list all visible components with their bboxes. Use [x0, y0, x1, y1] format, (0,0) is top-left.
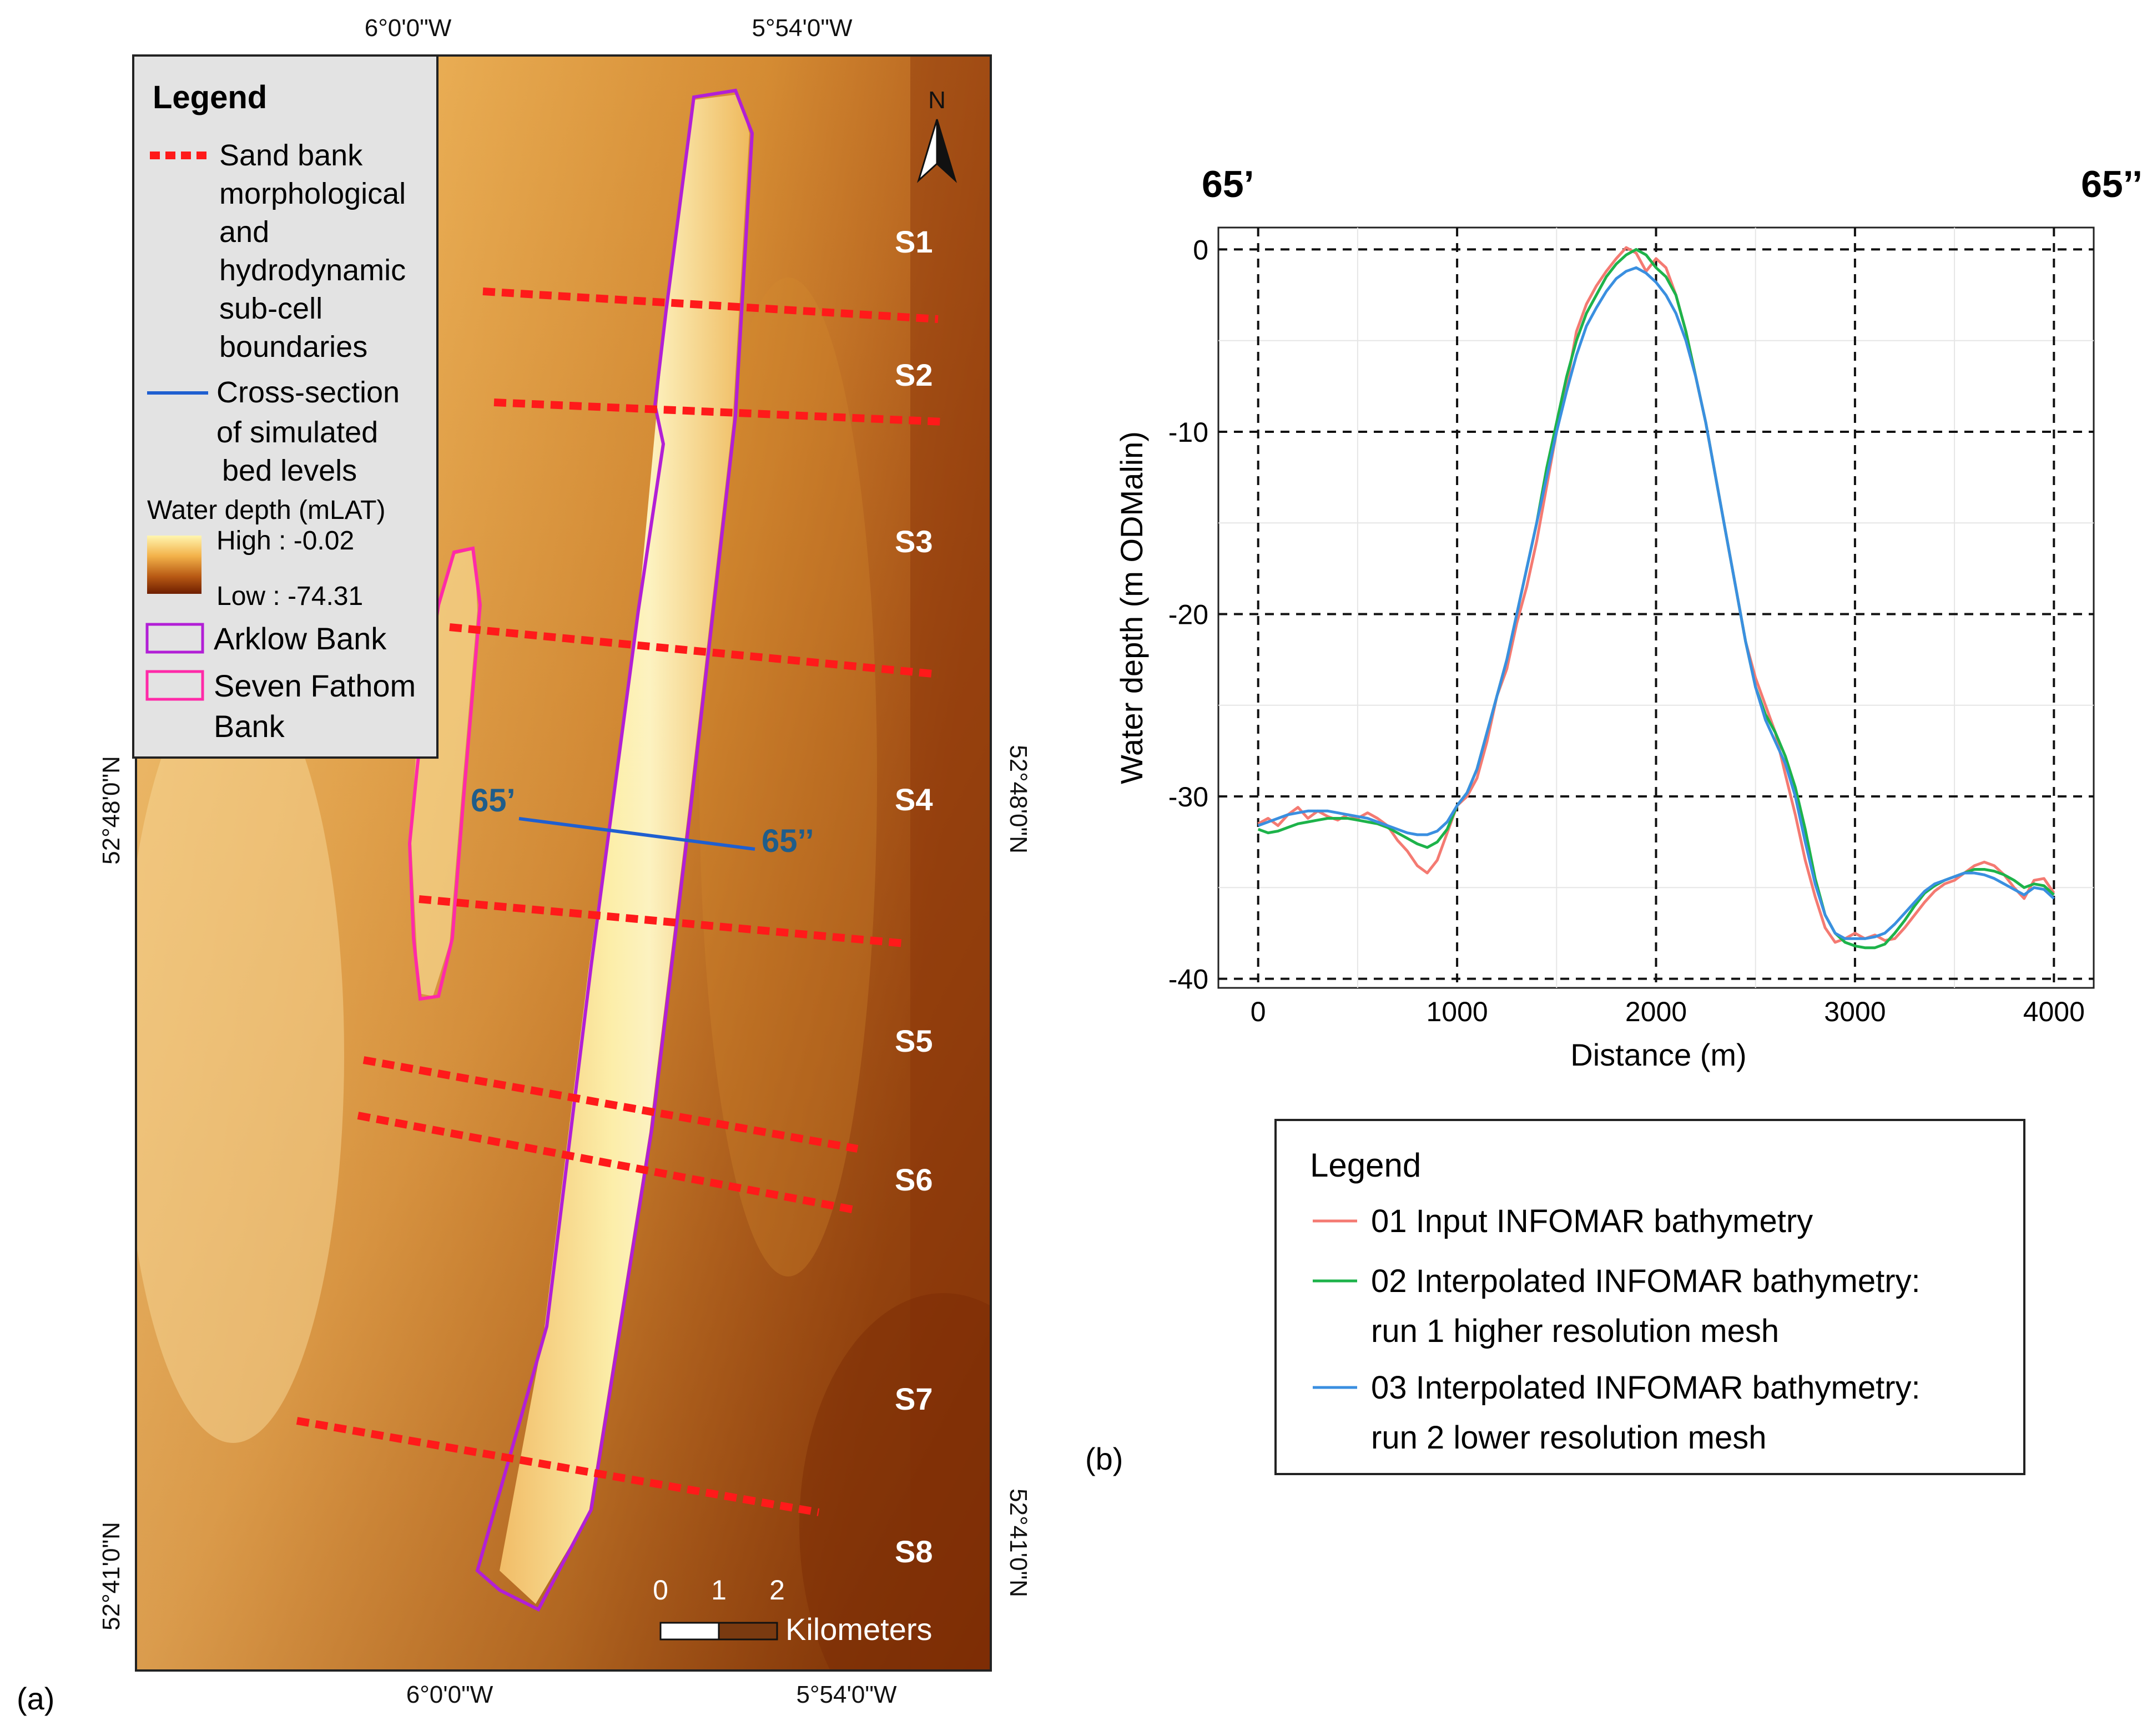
map-frame — [135, 54, 992, 1672]
grid-major — [1218, 228, 2094, 988]
north-arrow-icon: N — [917, 87, 957, 183]
subcell-label-s6: S6 — [895, 1162, 933, 1197]
x-tick-label: 1000 — [1426, 996, 1488, 1027]
scale-unit: Kilometers — [785, 1612, 933, 1647]
legend-seven-fathom-swatch — [145, 670, 204, 701]
legend-boundary-line-4: hydrodynamic — [219, 254, 406, 287]
chart-legend-item-2-line-1: 02 Interpolated INFOMAR bathymetry: — [1371, 1263, 1921, 1299]
north-arrow-label: N — [928, 87, 946, 114]
map-legend: Legend Sand bank morphological and hydro… — [132, 54, 439, 759]
legend-depth-title: Water depth (mLAT) — [147, 496, 385, 525]
panel-b-label: (b) — [1085, 1441, 1123, 1476]
boundary-s1-s2 — [482, 287, 939, 323]
legend-depth-low: Low : -74.31 — [216, 582, 363, 611]
y-tick-label: 0 — [1193, 234, 1208, 265]
y-tick-label: -40 — [1168, 964, 1208, 995]
x-tick-labels: 0 1000 2000 3000 4000 — [1251, 996, 2085, 1027]
legend-seven-fathom-line-2: Bank — [214, 709, 285, 744]
arklow-bank-outline — [475, 88, 754, 1612]
chart-panel: 65’ 65’’ 0 1000 2000 3000 4000 0 -10 -20 -30 -40… — [1085, 163, 2143, 1476]
y-tick-label: -10 — [1168, 417, 1208, 448]
x-tick-label: 4000 — [2023, 996, 2085, 1027]
subcell-boundaries — [296, 287, 944, 1516]
legend-boundary-line-5: sub-cell — [219, 292, 322, 325]
chart-legend-item-3-line-1: 03 Interpolated INFOMAR bathymetry: — [1371, 1370, 1921, 1406]
cross-section-end-label: 65’’ — [762, 823, 814, 859]
scale-tick-0: 0 — [653, 1574, 668, 1606]
chart-corner-left: 65’ — [1202, 163, 1254, 205]
graticule-labels: 6°0'0"W 5°54'0"W 6°0'0"W 5°54'0"W 52°48'… — [98, 14, 1032, 1708]
subcell-label-s3: S3 — [895, 524, 933, 559]
chart-legend-box — [1274, 1119, 2025, 1475]
cross-section-start-label: 65’ — [471, 783, 516, 819]
graticule-top-2: 5°54'0"W — [752, 14, 852, 42]
legend-cross-section-line-3: bed levels — [222, 454, 357, 487]
x-axis-label: Distance (m) — [1570, 1037, 1746, 1072]
boundary-s3-s4 — [449, 623, 939, 678]
subcell-label-s1: S1 — [895, 224, 933, 259]
map-panel: 65’ 65’’ S1 S2 S3 S4 S5 S6 S7 S8 N 0 1 2… — [17, 14, 1032, 1716]
boundary-s7-s8 — [296, 1417, 820, 1516]
chart-legend-item-3-line-2: run 2 lower resolution mesh — [1371, 1420, 1766, 1456]
chart-legend: Legend 01 Input INFOMAR bathymetry 02 In… — [1274, 1119, 2025, 1475]
x-tick-label: 2000 — [1625, 996, 1687, 1027]
legend-cross-section-line-1: Cross-section — [216, 376, 400, 409]
legend-cross-section-text: Cross-section of simulated bed levels — [216, 376, 400, 487]
graticule-right-1: 52°48'0"N — [1005, 745, 1032, 854]
bathymetry-raster — [136, 55, 991, 1671]
cross-section-line — [518, 817, 755, 851]
graticule-top-1: 6°0'0"W — [365, 14, 452, 42]
chart-legend-title: Legend — [1310, 1147, 1421, 1184]
legend-cross-section-line-2: of simulated — [216, 416, 378, 449]
graticule-right-2: 52°41'0"N — [1005, 1488, 1032, 1597]
series-lines — [1257, 246, 2055, 950]
scale-tick-2: 2 — [769, 1574, 785, 1606]
x-tick-label: 3000 — [1824, 996, 1886, 1027]
x-tick-label: 0 — [1251, 996, 1266, 1027]
boundary-s5-s6a — [362, 1056, 859, 1153]
legend-arklow-swatch — [145, 623, 204, 654]
subcell-label-s4: S4 — [895, 782, 933, 817]
legend-boundary-line-6: boundaries — [219, 330, 367, 364]
graticule-bottom-1: 6°0'0"W — [406, 1681, 493, 1708]
legend-arklow-label: Arklow Bank — [214, 621, 387, 656]
chart-legend-item-2-line-2: run 1 higher resolution mesh — [1371, 1313, 1779, 1349]
chart-legend-item-1: 01 Input INFOMAR bathymetry — [1371, 1203, 1813, 1239]
panel-a-label: (a) — [17, 1681, 54, 1716]
y-tick-labels: 0 -10 -20 -30 -40 — [1168, 234, 1208, 995]
map-legend-title: Legend — [153, 79, 267, 115]
boundary-s5-s6b — [357, 1112, 856, 1214]
subcell-label-s2: S2 — [895, 357, 933, 392]
y-tick-label: -20 — [1168, 599, 1208, 630]
grid-minor — [1218, 228, 2094, 988]
series-line-3 — [1257, 266, 2055, 940]
scale-tick-1: 1 — [711, 1574, 727, 1606]
y-tick-label: -30 — [1168, 781, 1208, 813]
scale-bar: 0 1 2 Kilometers — [653, 1574, 932, 1647]
subcell-labels: S1 S2 S3 S4 S5 S6 S7 S8 — [895, 224, 933, 1569]
subcell-label-s8: S8 — [895, 1534, 933, 1569]
chart-corner-right: 65’’ — [2081, 163, 2143, 205]
legend-boundary-line-1: Sand bank — [219, 139, 363, 172]
subcell-label-s5: S5 — [895, 1023, 933, 1058]
graticule-left-1: 52°48'0"N — [98, 756, 125, 865]
legend-boundary-text: Sand bank morphological and hydrodynamic… — [219, 139, 406, 364]
legend-depth-ramp — [147, 536, 201, 594]
graticule-bottom-2: 5°54'0"W — [796, 1681, 896, 1708]
legend-seven-fathom-line-1: Seven Fathom — [214, 668, 416, 703]
legend-boundary-line-2: morphological — [219, 177, 406, 210]
subcell-label-s7: S7 — [895, 1381, 933, 1416]
legend-depth-high: High : -0.02 — [216, 526, 354, 556]
legend-boundary-line-3: and — [219, 215, 269, 249]
series-line-2 — [1257, 248, 2055, 950]
boundary-s4-s5 — [419, 895, 905, 947]
graticule-left-2: 52°41'0"N — [98, 1522, 125, 1631]
depth-profile-plot: 0 1000 2000 3000 4000 0 -10 -20 -30 -40 Distance… — [1114, 226, 2095, 1072]
y-axis-label: Water depth (m ODMalin) — [1114, 431, 1149, 784]
